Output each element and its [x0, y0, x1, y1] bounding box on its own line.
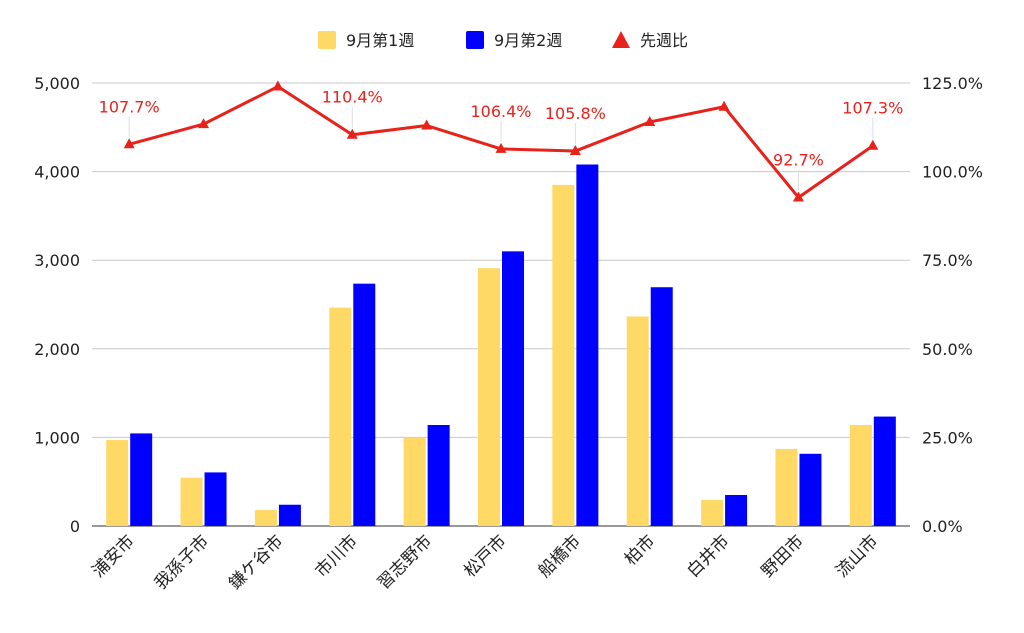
x-tick-label: 市川市 — [312, 531, 362, 581]
bar-1 — [254, 510, 277, 526]
data-label: 105.8% — [545, 104, 606, 123]
y-right-tick-label: 50.0% — [922, 340, 973, 359]
y-left-tick-label: 4,000 — [34, 163, 80, 182]
line-point — [198, 118, 210, 129]
line-point — [346, 128, 358, 139]
x-tick-label: 船橋市 — [535, 531, 585, 581]
bar-1 — [478, 268, 500, 526]
bar-2 — [576, 164, 599, 526]
y-left-tick-label: 0 — [70, 517, 80, 536]
data-label: 107.3% — [842, 99, 903, 118]
line-point — [421, 119, 433, 130]
bar-1 — [106, 440, 129, 526]
line-point — [867, 139, 879, 150]
line-point — [272, 80, 284, 91]
bar-2 — [502, 251, 524, 526]
bar-1 — [329, 307, 352, 526]
y-left-tick-label: 2,000 — [34, 340, 80, 359]
line-point — [644, 115, 656, 126]
y-left-tick-label: 3,000 — [34, 251, 80, 270]
x-tick-label: 松戸市 — [460, 531, 510, 581]
data-label: 106.4% — [470, 102, 531, 121]
x-tick-label: 習志野市 — [374, 531, 436, 593]
x-tick-label: 野田市 — [758, 531, 808, 581]
y-right-tick-label: 25.0% — [922, 428, 973, 447]
y-right-tick-label: 125.0% — [922, 74, 983, 93]
legend-swatch — [466, 31, 484, 49]
y-right-tick-label: 100.0% — [922, 163, 983, 182]
y-right-tick-label: 75.0% — [922, 251, 973, 270]
y-right-tick-label: 0.0% — [922, 517, 963, 536]
x-tick-label: 我孫子市 — [151, 531, 213, 593]
x-tick-label: 浦安市 — [89, 531, 139, 581]
bar-1 — [626, 316, 649, 526]
bar-1 — [775, 448, 798, 526]
line-point — [495, 142, 507, 153]
data-label: 110.4% — [322, 88, 383, 107]
bar-1 — [403, 437, 426, 526]
line-point — [718, 100, 730, 111]
legend-label: 先週比 — [640, 31, 688, 50]
bar-2 — [873, 416, 896, 526]
bar-2 — [427, 424, 450, 526]
y-left-tick-label: 1,000 — [34, 428, 80, 447]
bar-2 — [650, 287, 673, 526]
bar-2 — [799, 453, 822, 526]
legend-label: 9月第2週 — [494, 31, 562, 50]
bar-1 — [180, 477, 203, 526]
line-point — [569, 145, 581, 156]
bar-1 — [701, 499, 724, 526]
bar-2 — [130, 433, 153, 526]
bar-2 — [204, 472, 227, 526]
line-point — [792, 191, 804, 202]
data-label: 107.7% — [99, 97, 160, 116]
x-tick-label: 柏市 — [621, 531, 659, 569]
x-tick-label: 白井市 — [683, 531, 733, 581]
line-point — [123, 138, 135, 149]
bar-2 — [278, 504, 301, 526]
bar-1 — [552, 184, 575, 526]
data-label: 92.7% — [773, 150, 824, 169]
bar-2 — [353, 283, 376, 526]
legend-label: 9月第1週 — [346, 31, 414, 50]
x-tick-label: 流山市 — [832, 531, 882, 581]
bar-2 — [725, 494, 748, 526]
legend-swatch — [318, 31, 336, 49]
y-left-tick-label: 5,000 — [34, 74, 80, 93]
x-tick-label: 鎌ケ谷市 — [225, 531, 287, 593]
legend-marker — [612, 31, 630, 48]
bar-1 — [849, 424, 872, 526]
